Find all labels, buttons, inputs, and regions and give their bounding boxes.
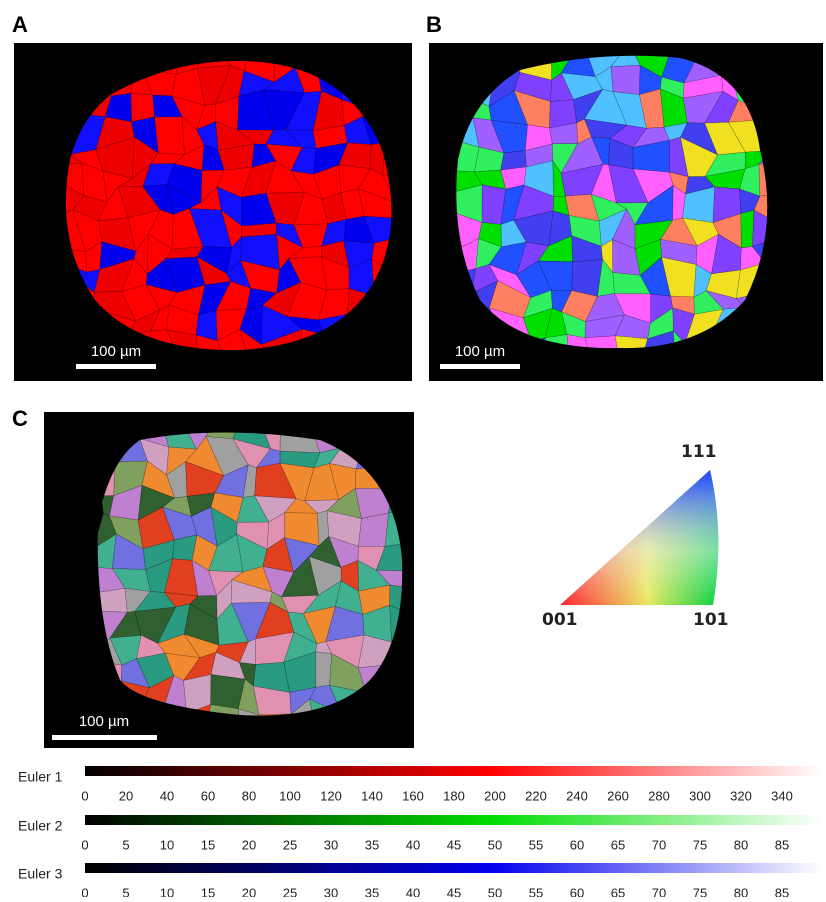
tick-label: 0 <box>81 885 88 897</box>
tick-label: 300 <box>689 788 711 803</box>
grain <box>611 65 640 94</box>
scale-bar-label: 100 µm <box>455 343 505 360</box>
scale-bar-label: 100 µm <box>91 343 141 360</box>
grain <box>415 702 431 740</box>
grain <box>431 658 455 689</box>
tick-label: 0 <box>81 837 88 852</box>
tick-label: 75 <box>693 837 707 852</box>
euler-bar <box>85 815 823 825</box>
grain <box>427 515 458 537</box>
ipf-corner-label: 111 <box>681 442 717 462</box>
tick-label: 20 <box>242 885 256 897</box>
grain <box>572 259 603 296</box>
grain <box>155 117 185 155</box>
tick-label: 80 <box>242 788 256 803</box>
tick-label: 15 <box>201 837 215 852</box>
grain <box>438 633 453 666</box>
tick-label: 40 <box>406 885 420 897</box>
tick-label: 50 <box>488 885 502 897</box>
tick-label: 180 <box>443 788 465 803</box>
tick-label: 20 <box>242 837 256 852</box>
euler-name: Euler 2 <box>18 818 63 834</box>
tick-label: 5 <box>122 885 129 897</box>
tick-label: 10 <box>160 885 174 897</box>
grain <box>431 702 461 738</box>
grain <box>423 459 451 495</box>
grain <box>423 440 452 470</box>
tick-label: 55 <box>529 837 543 852</box>
tick-label: 280 <box>648 788 670 803</box>
scale-bar <box>52 735 157 740</box>
tick-label: 25 <box>283 885 297 897</box>
tick-label: 320 <box>730 788 752 803</box>
tick-label: 10 <box>160 837 174 852</box>
tick-label: 60 <box>570 885 584 897</box>
tick-label: 55 <box>529 885 543 897</box>
grain <box>424 534 458 566</box>
grain <box>741 210 754 248</box>
tick-label: 80 <box>734 885 748 897</box>
tick-label: 0 <box>81 788 88 803</box>
tick-label: 35 <box>365 885 379 897</box>
grain <box>431 684 461 716</box>
tick-label: 70 <box>652 885 666 897</box>
tick-label: 85 <box>775 837 789 852</box>
euler-name: Euler 3 <box>18 866 63 882</box>
scale-bar-label: 100 µm <box>79 713 129 730</box>
tick-label: 240 <box>566 788 588 803</box>
panel-label: A <box>12 12 28 37</box>
tick-label: 45 <box>447 885 461 897</box>
grain <box>316 652 332 687</box>
tick-label: 25 <box>283 837 297 852</box>
tick-label: 20 <box>119 788 133 803</box>
scale-bar <box>440 364 520 369</box>
tick-label: 60 <box>570 837 584 852</box>
tick-label: 220 <box>525 788 547 803</box>
tick-label: 140 <box>361 788 383 803</box>
tick-label: 65 <box>611 885 625 897</box>
tick-label: 200 <box>484 788 506 803</box>
tick-label: 85 <box>775 885 789 897</box>
tick-label: 45 <box>447 837 461 852</box>
tick-label: 75 <box>693 885 707 897</box>
tick-label: 120 <box>320 788 342 803</box>
tick-label: 30 <box>324 885 338 897</box>
grain <box>424 559 451 591</box>
grain <box>426 588 460 617</box>
tick-label: 260 <box>607 788 629 803</box>
grain <box>358 513 388 546</box>
tick-label: 80 <box>734 837 748 852</box>
panel-label: C <box>12 406 28 431</box>
tick-label: 340 <box>771 788 793 803</box>
euler-bar <box>85 766 823 776</box>
tick-label: 65 <box>611 837 625 852</box>
tick-label: 160 <box>402 788 424 803</box>
tick-label: 5 <box>122 837 129 852</box>
grain <box>427 487 457 523</box>
grain <box>431 733 462 757</box>
tick-label: 35 <box>365 837 379 852</box>
tick-label: 60 <box>201 788 215 803</box>
tick-label: 40 <box>160 788 174 803</box>
ipf-corner-label: 101 <box>693 610 729 630</box>
tick-label: 70 <box>652 837 666 852</box>
grain <box>415 588 435 616</box>
grain <box>413 738 439 750</box>
tick-label: 50 <box>488 837 502 852</box>
euler-name: Euler 1 <box>18 769 63 785</box>
tick-label: 15 <box>201 885 215 897</box>
figure: A B C 100 µm 100 µm 100 µm 001 101 111 E… <box>0 0 826 897</box>
tick-label: 40 <box>406 837 420 852</box>
grain <box>426 613 460 644</box>
ipf-triangle-overlay <box>560 470 718 605</box>
tick-label: 30 <box>324 837 338 852</box>
ipf-corner-label: 001 <box>542 610 578 630</box>
euler-bar <box>85 863 823 873</box>
scale-bar <box>76 364 156 369</box>
tick-label: 100 <box>279 788 301 803</box>
panel-label: B <box>426 12 442 37</box>
grain <box>425 418 458 444</box>
